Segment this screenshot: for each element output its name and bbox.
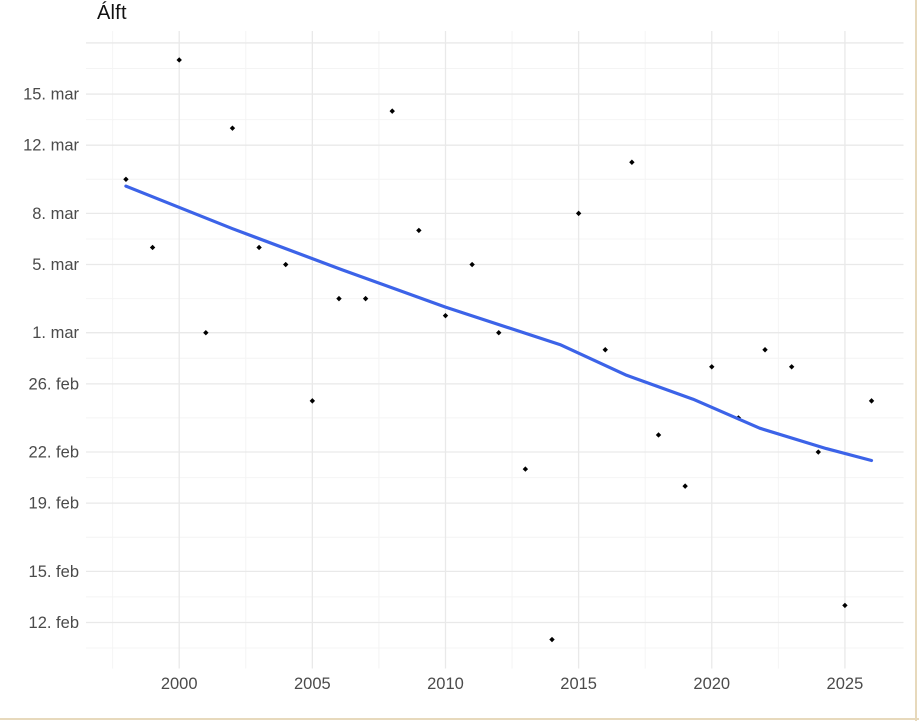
data-point bbox=[575, 210, 582, 217]
data-point bbox=[655, 432, 662, 438]
data-point bbox=[309, 398, 316, 404]
y-axis-tick-label: 8. mar bbox=[32, 205, 79, 223]
data-point bbox=[256, 244, 262, 251]
data-point bbox=[123, 176, 129, 182]
y-axis-tick-label: 22. feb bbox=[29, 444, 79, 462]
x-axis-tick-label: 2000 bbox=[161, 675, 198, 693]
chart-title: Álft bbox=[97, 2, 127, 24]
data-point bbox=[709, 364, 715, 370]
data-point bbox=[522, 466, 529, 472]
data-point bbox=[442, 312, 449, 319]
trend-line bbox=[124, 184, 874, 463]
data-point bbox=[362, 295, 369, 302]
y-axis-tick-label: 19. feb bbox=[29, 495, 79, 513]
data-point bbox=[496, 330, 502, 336]
x-axis-tick-label: 2005 bbox=[294, 675, 331, 693]
data-point bbox=[469, 261, 475, 268]
data-point bbox=[549, 636, 555, 643]
data-point bbox=[149, 244, 156, 251]
data-point bbox=[682, 483, 688, 489]
y-axis-tick-label: 12. feb bbox=[29, 614, 79, 632]
y-axis-tick-label: 5. mar bbox=[32, 256, 79, 274]
data-point bbox=[176, 57, 182, 63]
window-border-right bbox=[915, 0, 917, 721]
x-axis-tick-label: 2010 bbox=[427, 675, 464, 693]
data-point bbox=[629, 159, 635, 165]
data-point bbox=[389, 108, 395, 114]
data-point bbox=[229, 125, 236, 131]
data-point bbox=[762, 347, 768, 353]
y-axis-tick-label: 15. feb bbox=[29, 563, 79, 581]
window-border-bottom bbox=[0, 718, 919, 720]
x-axis-tick-label: 2015 bbox=[560, 675, 597, 693]
data-point bbox=[602, 347, 608, 353]
y-axis-tick-label: 15. mar bbox=[23, 86, 79, 104]
data-point bbox=[842, 602, 848, 609]
x-axis-tick-label: 2020 bbox=[693, 675, 730, 693]
data-point bbox=[283, 261, 289, 268]
y-axis-tick-label: 1. mar bbox=[32, 324, 79, 342]
data-point bbox=[815, 449, 821, 455]
data-point bbox=[336, 295, 342, 302]
x-axis-tick-label: 2025 bbox=[827, 675, 864, 693]
data-point bbox=[868, 398, 875, 404]
y-axis-tick-label: 12. mar bbox=[23, 137, 79, 155]
data-point bbox=[788, 364, 795, 370]
data-point bbox=[416, 227, 422, 234]
y-axis-tick-label: 26. feb bbox=[29, 375, 79, 393]
data-point bbox=[203, 330, 209, 336]
